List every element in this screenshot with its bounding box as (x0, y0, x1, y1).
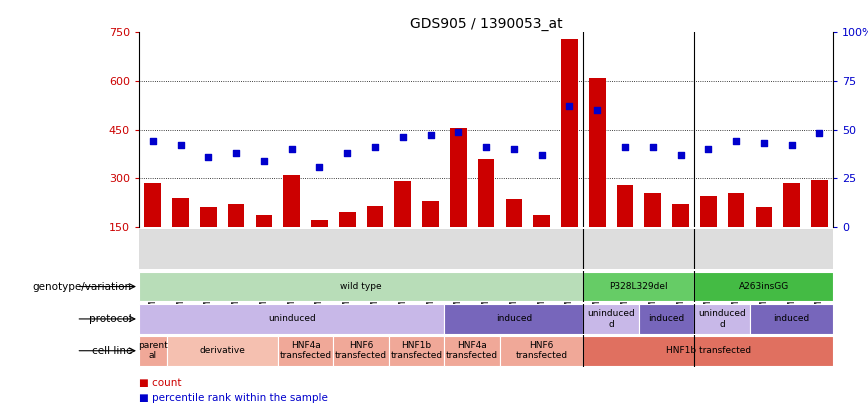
Text: HNF6
transfected: HNF6 transfected (335, 341, 387, 360)
Bar (755, 207, 773, 227)
Bar (333, 336, 389, 366)
Bar (366, 206, 384, 227)
Bar (583, 305, 639, 334)
Bar (450, 128, 467, 227)
Text: induced: induced (496, 314, 532, 324)
Bar (727, 193, 745, 227)
Bar (389, 336, 444, 366)
Bar (283, 175, 300, 227)
Bar (561, 39, 578, 227)
Point (562, 103, 576, 109)
Point (674, 151, 687, 158)
Point (590, 107, 604, 113)
Point (312, 163, 326, 170)
Bar (394, 181, 411, 227)
Bar (227, 204, 245, 227)
Text: cell line: cell line (91, 346, 132, 356)
Bar (172, 198, 189, 227)
Point (174, 142, 187, 148)
Bar (139, 336, 167, 366)
Point (535, 151, 549, 158)
Bar (700, 196, 717, 227)
Text: wild type: wild type (340, 282, 382, 291)
Bar (589, 78, 606, 227)
Text: parent
al: parent al (138, 341, 168, 360)
Point (340, 150, 354, 156)
Bar (139, 272, 583, 301)
Point (757, 140, 771, 147)
Text: HNF1b transfected: HNF1b transfected (666, 346, 751, 355)
Bar (500, 336, 583, 366)
Point (257, 158, 271, 164)
Point (201, 153, 215, 160)
Point (785, 142, 799, 148)
Bar (583, 272, 694, 301)
Bar (750, 305, 833, 334)
Bar (616, 185, 634, 227)
Bar (477, 159, 495, 227)
Bar (339, 212, 356, 227)
Text: induced: induced (773, 314, 810, 324)
Bar (639, 305, 694, 334)
Text: uninduced
d: uninduced d (587, 309, 635, 328)
Bar (783, 183, 800, 227)
Point (479, 144, 493, 150)
Text: induced: induced (648, 314, 685, 324)
Bar (583, 336, 833, 366)
Text: HNF1b
transfected: HNF1b transfected (391, 341, 443, 360)
Text: uninduced
d: uninduced d (698, 309, 746, 328)
Point (451, 128, 465, 135)
Bar (694, 305, 750, 334)
Point (701, 146, 715, 152)
Point (146, 138, 160, 145)
Bar (200, 207, 217, 227)
Text: P328L329del: P328L329del (609, 282, 668, 291)
Point (812, 130, 826, 137)
Bar (644, 193, 661, 227)
Text: uninduced: uninduced (267, 314, 316, 324)
Text: HNF4a
transfected: HNF4a transfected (279, 341, 332, 360)
Point (646, 144, 660, 150)
Point (507, 146, 521, 152)
Bar (694, 272, 833, 301)
Bar (311, 220, 328, 227)
Point (729, 138, 743, 145)
Bar (167, 336, 278, 366)
Bar (444, 336, 500, 366)
Bar (811, 180, 828, 227)
Text: HNF4a
transfected: HNF4a transfected (446, 341, 498, 360)
Bar (278, 336, 333, 366)
Text: A263insGG: A263insGG (739, 282, 789, 291)
Point (368, 144, 382, 150)
Text: derivative: derivative (200, 346, 245, 355)
Text: ■ count: ■ count (139, 378, 181, 388)
Point (424, 132, 437, 139)
Bar (444, 305, 583, 334)
Point (396, 134, 410, 141)
Text: genotype/variation: genotype/variation (33, 281, 132, 292)
Point (229, 150, 243, 156)
Bar (139, 305, 444, 334)
Bar (505, 199, 523, 227)
Bar (672, 204, 689, 227)
Bar (533, 215, 550, 227)
Bar (144, 183, 161, 227)
Title: GDS905 / 1390053_at: GDS905 / 1390053_at (410, 17, 562, 31)
Point (285, 146, 299, 152)
Bar (255, 215, 273, 227)
Text: HNF6
transfected: HNF6 transfected (516, 341, 568, 360)
Bar (422, 201, 439, 227)
Point (618, 144, 632, 150)
Text: protocol: protocol (89, 314, 132, 324)
Text: ■ percentile rank within the sample: ■ percentile rank within the sample (139, 393, 328, 403)
